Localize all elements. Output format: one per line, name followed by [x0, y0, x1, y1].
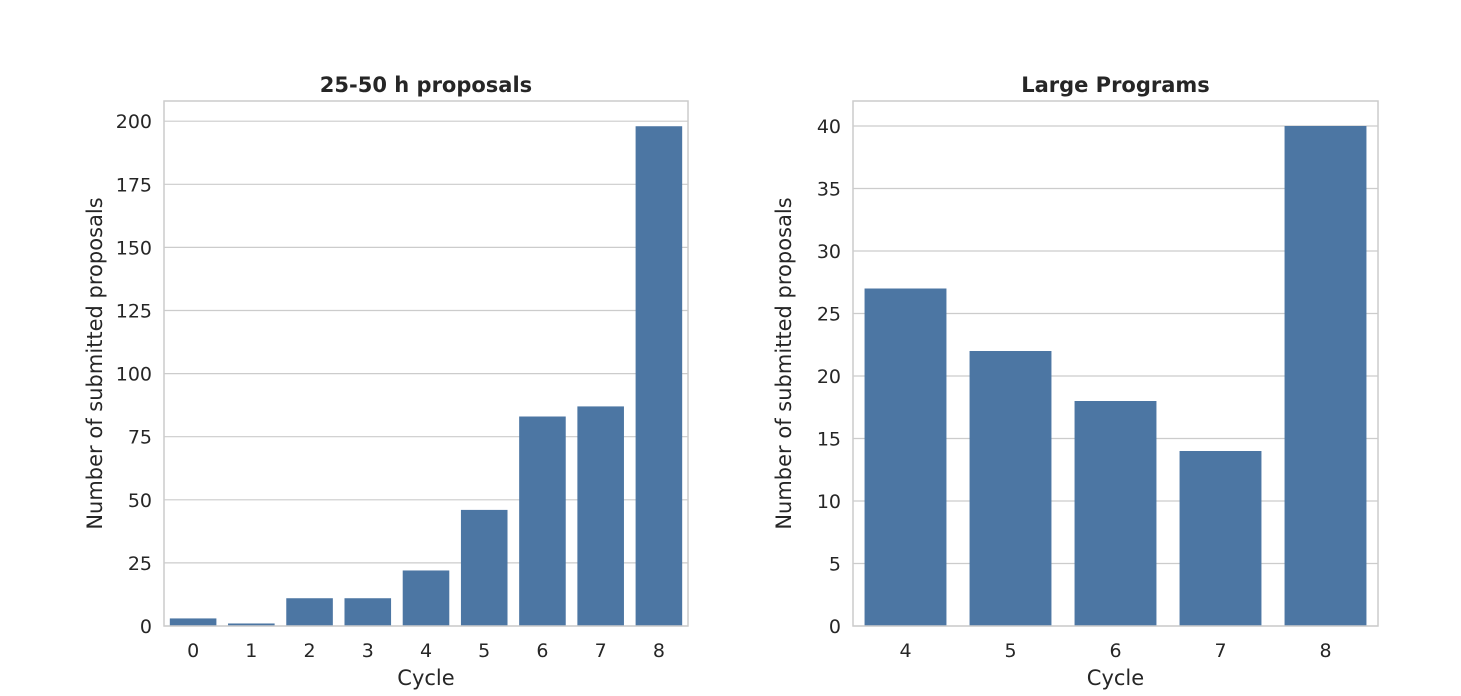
y-tick-label: 0: [140, 616, 152, 638]
x-tick-label: 8: [653, 640, 665, 662]
axes-border: [852, 100, 1379, 627]
y-tick-label: 100: [116, 364, 152, 386]
bar: [635, 126, 683, 626]
x-tick-label: 6: [536, 640, 548, 662]
bars: [864, 126, 1367, 626]
bar: [460, 509, 508, 626]
x-tick-label: 3: [362, 640, 374, 662]
y-tick-label: 25: [817, 304, 841, 326]
tick-labels: 0 25 50 75 100 125 150 175 200 0 1 2 3 4 5 6 7 8: [116, 111, 665, 662]
x-tick-label: 4: [899, 640, 911, 662]
y-tick-label: 125: [116, 300, 152, 322]
y-tick-label: 150: [116, 237, 152, 259]
bar: [864, 288, 947, 626]
y-tick-label: 15: [817, 429, 841, 451]
x-tick-label: 1: [245, 640, 257, 662]
x-tick-label: 8: [1319, 640, 1331, 662]
y-tick-label: 75: [128, 427, 152, 449]
bar: [1284, 126, 1367, 626]
axes-border: [163, 100, 689, 627]
x-tick-label: 2: [304, 640, 316, 662]
x-tick-label: 6: [1109, 640, 1121, 662]
bar: [228, 623, 275, 626]
x-axis-label: Cycle: [1087, 666, 1144, 690]
y-axis-label: Number of submitted proposals: [83, 197, 107, 529]
y-tick-label: 20: [817, 366, 841, 388]
chart-title: 25-50 h proposals: [320, 73, 532, 97]
y-tick-label: 0: [829, 616, 841, 638]
bar: [286, 598, 333, 626]
bars: [169, 126, 683, 626]
y-tick-label: 175: [116, 174, 152, 196]
x-tick-label: 5: [1004, 640, 1016, 662]
plot-frame: [852, 100, 1379, 627]
chart-25-50h-proposals: 0 25 50 75 100 125 150 175 200 0 1 2 3 4 5 6 7 8 25-50 h …: [83, 73, 689, 690]
bar: [969, 351, 1052, 626]
bar: [577, 406, 624, 626]
y-tick-label: 40: [817, 116, 841, 138]
y-tick-label: 50: [128, 490, 152, 512]
y-tick-label: 25: [128, 553, 152, 575]
bar: [1074, 401, 1157, 626]
x-tick-label: 7: [1214, 640, 1226, 662]
bar: [402, 570, 450, 626]
y-tick-label: 35: [817, 179, 841, 201]
y-tick-label: 10: [817, 491, 841, 513]
grid-lines: [164, 120, 688, 627]
y-axis-label: Number of submitted proposals: [772, 197, 796, 529]
y-tick-label: 30: [817, 241, 841, 263]
x-tick-label: 4: [420, 640, 432, 662]
bar: [1179, 451, 1262, 626]
bar: [169, 618, 217, 626]
bar: [344, 598, 392, 626]
chart-title: Large Programs: [1021, 73, 1210, 97]
bar: [519, 416, 566, 626]
y-tick-label: 5: [829, 554, 841, 576]
x-axis-label: Cycle: [397, 666, 454, 690]
x-tick-label: 5: [478, 640, 490, 662]
plot-frame: [163, 100, 689, 627]
x-tick-label: 0: [187, 640, 199, 662]
x-tick-label: 7: [595, 640, 607, 662]
y-tick-label: 200: [116, 111, 152, 133]
